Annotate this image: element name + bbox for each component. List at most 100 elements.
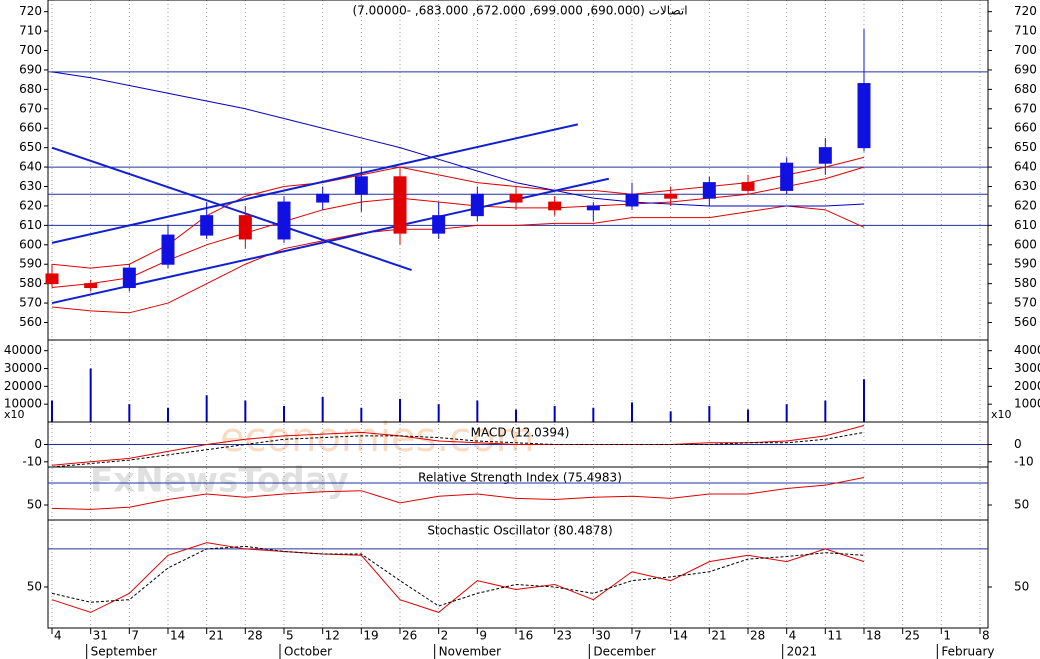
candle-body xyxy=(702,182,716,199)
candle-body xyxy=(84,283,98,289)
volume-bar xyxy=(128,404,131,422)
x-tick-label: 21 xyxy=(209,629,224,643)
x-tick-label: 7 xyxy=(131,629,139,643)
volume-bar xyxy=(167,407,169,422)
volume-bar xyxy=(708,405,711,422)
x-tick-label: 11 xyxy=(827,629,842,643)
x-tick-label: 28 xyxy=(247,629,262,643)
indicator-line xyxy=(51,545,865,607)
y-tick-label: 700 xyxy=(19,43,42,57)
candle-body xyxy=(122,267,136,289)
volume-bar xyxy=(747,409,749,422)
y-tick-label: 50 xyxy=(1014,580,1029,594)
y-tick-label: 710 xyxy=(19,24,42,38)
x-tick-label: 23 xyxy=(557,629,572,643)
y-tick-label: 10000 xyxy=(4,397,42,411)
y-tick-label: 640 xyxy=(19,160,42,174)
candle-body xyxy=(393,176,407,234)
x-tick-label: 18 xyxy=(866,629,881,643)
y-tick-label: 690 xyxy=(1014,62,1037,76)
volume-bar xyxy=(437,404,440,422)
candle-body xyxy=(432,215,446,234)
x-tick-label: 9 xyxy=(479,629,487,643)
volume-bar xyxy=(360,407,363,422)
x-tick-label: 5 xyxy=(286,629,294,643)
volume-bar xyxy=(824,400,827,422)
x-tick-label: 19 xyxy=(363,629,378,643)
y-tick-label: 10000 xyxy=(1014,397,1040,411)
y-tick-label: 630 xyxy=(1014,179,1037,193)
y-tick-label: 680 xyxy=(19,82,42,96)
x-tick-label: 7 xyxy=(634,629,642,643)
y-tick-label: 590 xyxy=(1014,257,1037,271)
y-tick-label: 560 xyxy=(1014,315,1037,329)
panel-title: MACD (12.0394) xyxy=(471,426,570,440)
y-tick-label: 20000 xyxy=(1014,379,1040,393)
candle-body xyxy=(316,193,330,203)
x-tick-label: 26 xyxy=(402,629,417,643)
candle-body xyxy=(664,193,678,199)
volume-bar xyxy=(592,407,595,422)
candle-body xyxy=(161,234,175,265)
month-label: 2021 xyxy=(787,645,818,659)
candle-body xyxy=(857,83,871,149)
x-tick-label: 25 xyxy=(905,629,920,643)
x-tick-label: 2 xyxy=(441,629,449,643)
y-tick-label: 710 xyxy=(1014,24,1037,38)
candle-body xyxy=(780,162,794,191)
candle-body xyxy=(200,215,214,236)
y-tick-label: 30000 xyxy=(4,361,42,375)
y-tick-label: 660 xyxy=(1014,121,1037,135)
month-label: October xyxy=(284,645,332,659)
y-tick-label: 640 xyxy=(1014,160,1037,174)
volume-bar xyxy=(476,400,479,422)
y-tick-label: 620 xyxy=(19,198,42,212)
x-tick-label: 8 xyxy=(982,629,990,643)
y-tick-label: -10 xyxy=(22,454,42,468)
trend-line xyxy=(51,146,412,272)
x-tick-label: 30 xyxy=(595,629,610,643)
volume-bar xyxy=(283,405,285,422)
trend-line xyxy=(51,123,579,244)
y-tick-label: 580 xyxy=(1014,276,1037,290)
volume-bar xyxy=(631,402,633,422)
panel-title: Relative Strength Index (75.4983) xyxy=(418,471,622,485)
x-tick-label: 21 xyxy=(711,629,726,643)
y-tick-label: 630 xyxy=(19,179,42,193)
y-tick-label: 0 xyxy=(1014,437,1022,451)
indicator-line xyxy=(51,166,865,289)
y-tick-label: 650 xyxy=(19,140,42,154)
y-tick-label: 570 xyxy=(19,296,42,310)
month-label: December xyxy=(593,645,655,659)
y-tick-label: 590 xyxy=(19,257,42,271)
volume-multiplier: x10 xyxy=(4,408,25,421)
volume-bar xyxy=(89,368,92,422)
y-tick-label: 50 xyxy=(1014,498,1029,512)
y-tick-label: 40000 xyxy=(1014,343,1040,357)
y-tick-label: 610 xyxy=(19,218,42,232)
volume-bar xyxy=(321,397,324,422)
y-tick-label: 610 xyxy=(1014,218,1037,232)
y-tick-label: 600 xyxy=(1014,237,1037,251)
y-tick-label: 50 xyxy=(27,580,42,594)
y-tick-label: 50 xyxy=(27,498,42,512)
indicator-line xyxy=(51,156,865,269)
indicator-line xyxy=(51,431,865,468)
candle-body xyxy=(818,147,832,164)
y-tick-label: 720 xyxy=(19,4,42,18)
y-tick-label: 700 xyxy=(1014,43,1037,57)
y-tick-label: 20000 xyxy=(4,379,42,393)
candle-body xyxy=(586,205,600,211)
y-tick-label: 600 xyxy=(19,237,42,251)
x-tick-label: 1 xyxy=(943,629,951,643)
volume-bar xyxy=(553,405,556,422)
x-tick-label: 4 xyxy=(54,629,62,643)
volume-bar xyxy=(244,400,247,422)
candle-body xyxy=(548,201,562,211)
x-tick-label: 4 xyxy=(789,629,797,643)
y-tick-label: 660 xyxy=(19,121,42,135)
volume-bar xyxy=(205,395,208,422)
panel-title: Stochastic Oscillator (80.4878) xyxy=(427,524,612,538)
x-tick-label: 28 xyxy=(750,629,765,643)
